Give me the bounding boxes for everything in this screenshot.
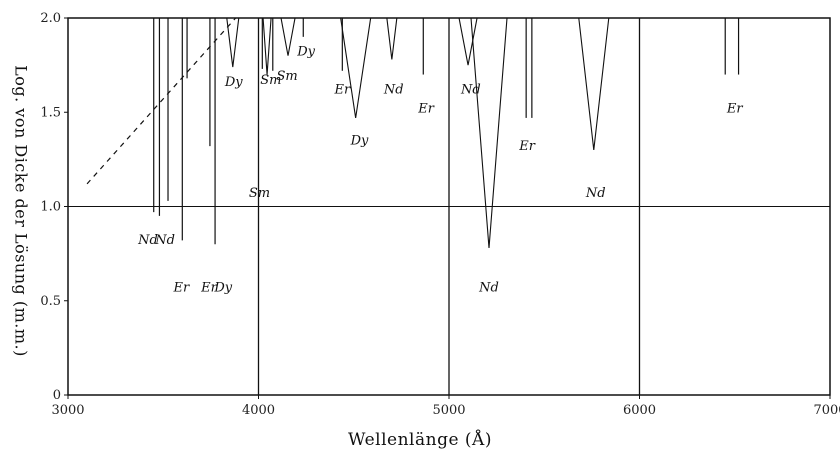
element-label: Er xyxy=(200,280,217,295)
element-label: Sm xyxy=(276,69,297,84)
dashed-limit-line xyxy=(86,17,237,185)
element-label: Dy xyxy=(350,133,369,148)
element-label: Sm xyxy=(249,186,270,201)
absorption-band xyxy=(280,17,296,56)
y-axis-label-wrap: Log. von Dicke der Lösung (m.m.) xyxy=(6,16,36,406)
x-tick-label: 3000 xyxy=(51,403,84,418)
element-label: Nd xyxy=(460,82,481,97)
x-tick-label: 6000 xyxy=(623,403,656,418)
element-label: Dy xyxy=(224,75,243,90)
y-tick-label: 0 xyxy=(53,388,61,403)
element-label: Nd xyxy=(478,280,499,295)
element-label: Nd xyxy=(154,233,175,248)
absorption-band xyxy=(340,17,372,118)
absorption-band xyxy=(470,17,508,249)
element-label: Er xyxy=(172,280,189,295)
absorption-band xyxy=(226,17,240,68)
element-label: Nd xyxy=(137,233,158,248)
element-label: Er xyxy=(417,101,434,116)
y-tick-label: 1.5 xyxy=(40,105,61,120)
element-label: Er xyxy=(333,82,350,97)
absorption-band xyxy=(386,17,398,60)
y-tick-label: 1.0 xyxy=(40,200,61,215)
element-label: Dy xyxy=(213,280,232,295)
y-axis-label: Log. von Dicke der Lösung (m.m.) xyxy=(11,65,31,357)
y-tick-label: 2.0 xyxy=(40,11,61,26)
element-label: Er xyxy=(518,139,535,154)
element-label: Sm xyxy=(260,73,281,88)
element-label: Nd xyxy=(585,186,606,201)
x-tick-label: 5000 xyxy=(432,403,465,418)
gridlines xyxy=(68,18,830,395)
absorption-band xyxy=(262,17,272,75)
x-tick-label: 4000 xyxy=(242,403,275,418)
element-label: Dy xyxy=(296,45,315,60)
x-axis-label: Wellenlänge (Å) xyxy=(348,430,492,450)
absorption-lines xyxy=(153,17,740,249)
absorption-band xyxy=(578,17,610,151)
y-tick-label: 0.5 xyxy=(40,294,61,309)
element-label: Nd xyxy=(383,82,404,97)
element-label: Er xyxy=(726,101,743,116)
